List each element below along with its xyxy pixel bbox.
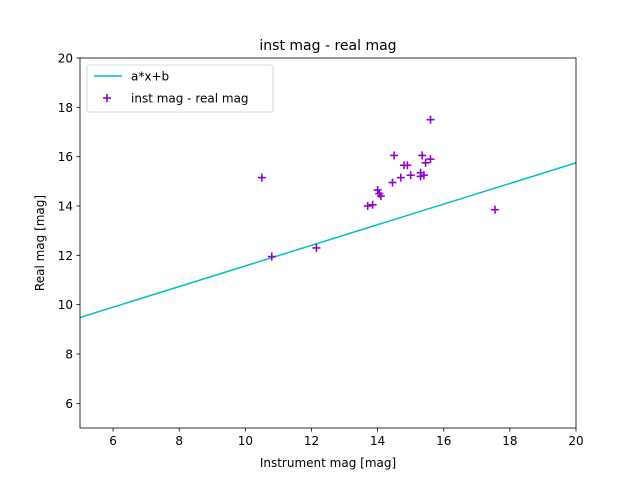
chart-title: inst mag - real mag — [259, 38, 396, 54]
x-tick-label: 14 — [370, 434, 385, 448]
x-tick-label: 6 — [109, 434, 117, 448]
y-tick-label: 14 — [58, 200, 73, 214]
y-tick-label: 10 — [58, 298, 73, 312]
scatter-point — [406, 171, 415, 180]
plot-frame — [79, 57, 577, 429]
scatter-point — [312, 243, 321, 252]
x-axis: 6 8 10 12 14 16 18 20 — [109, 428, 584, 448]
scatter-point — [421, 158, 430, 167]
x-tick-label: 18 — [502, 434, 517, 448]
scatter-point — [376, 192, 385, 201]
scatter-point — [373, 185, 382, 194]
y-tick-label: 12 — [58, 249, 73, 263]
legend-label-fit-line: a*x+b — [131, 70, 169, 84]
x-tick-label: 8 — [175, 434, 183, 448]
y-tick-label: 8 — [65, 348, 73, 362]
scatter-point — [418, 151, 427, 160]
scatter-point — [267, 252, 276, 261]
legend: a*x+b inst mag - real mag — [86, 64, 274, 113]
scatter-point — [419, 171, 428, 180]
scatter-point — [363, 202, 372, 210]
y-axis: 6 8 10 12 14 16 18 20 — [58, 52, 80, 411]
scatter-point — [388, 178, 397, 187]
scatter-point — [426, 115, 435, 124]
x-tick-label: 20 — [568, 434, 583, 448]
legend-box — [86, 64, 274, 113]
x-axis-label: Instrument mag [mag] — [260, 456, 396, 470]
y-axis-label: Real mag [mag] — [33, 195, 47, 291]
fit-line — [80, 162, 576, 319]
legend-marker-swatch — [103, 94, 111, 102]
x-tick-label: 16 — [436, 434, 451, 448]
plot-area — [79, 57, 577, 429]
scatter-point — [368, 200, 377, 209]
y-tick-label: 6 — [65, 397, 73, 411]
y-tick-label: 18 — [58, 101, 73, 115]
scatter-point — [390, 151, 399, 160]
x-tick-label: 10 — [238, 434, 253, 448]
y-tick-label: 16 — [58, 150, 73, 164]
series-layer — [80, 115, 576, 319]
scatter-point — [426, 155, 435, 164]
scatter-point — [403, 161, 412, 170]
scatter-point — [257, 173, 266, 182]
scatter-point — [396, 173, 405, 182]
scatter-point — [490, 205, 499, 214]
y-tick-label: 20 — [58, 52, 73, 66]
legend-label-scatter: inst mag - real mag — [131, 92, 249, 106]
x-tick-label: 12 — [304, 434, 319, 448]
